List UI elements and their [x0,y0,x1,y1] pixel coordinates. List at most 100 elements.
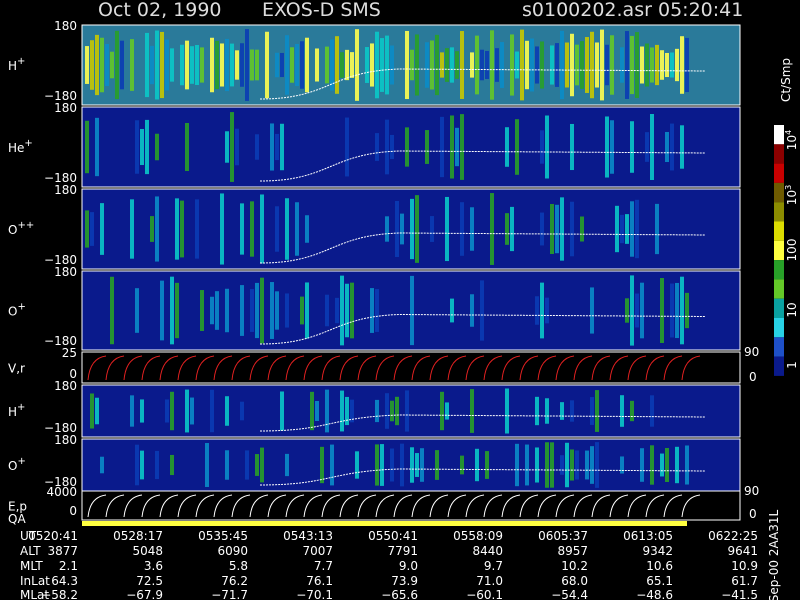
spectrum-stripe [490,30,494,100]
spectrum-stripe [410,275,414,346]
spectrum-stripe [605,116,609,178]
spectrum-stripe [95,117,99,177]
trace [375,494,395,518]
spectrum-stripe [535,396,539,426]
cell: 3.6 [144,559,163,573]
spectrum-stripe [470,389,474,433]
spectrum-stripe [220,193,224,265]
spectrum-stripe [515,51,519,79]
spectrum-stripe [185,122,189,172]
spectrum-stripe [670,283,674,338]
trace [483,494,503,518]
spectrum-stripe [650,114,654,180]
panel-label: E,p [8,500,27,514]
trace [681,355,701,381]
spectrum-stripe [150,45,154,85]
trace [213,355,233,381]
spectrum-stripe [410,49,414,81]
spectrum-stripe [145,32,149,98]
spectrum-stripe [145,119,149,175]
axis-bottom: −180 [44,89,77,103]
panel-label-sup: + [17,402,25,413]
cell: 2.1 [59,559,78,573]
spectrum-stripe [675,446,679,484]
spectrum-stripe [340,390,344,432]
cell: −58.2 [41,588,78,600]
trace [303,355,323,381]
spectrum-stripe [135,120,139,174]
panel-label: H+ [8,56,25,73]
trace [555,355,575,381]
colorbar-swatch [774,337,784,357]
spectrum-stripe [540,130,544,164]
spectrum-stripe [570,449,574,481]
spectrum-stripe [350,282,354,339]
trace [259,150,706,182]
colorbar-exp: 4 [784,130,793,135]
spectrum-stripe [100,456,104,474]
trace [573,494,593,518]
spectrum-stripe [460,114,464,180]
colorbar-label: 1 [785,361,799,369]
spectrum-stripe [95,397,99,425]
spectrum-stripe [240,203,244,255]
cell: 0543:13 [283,529,333,543]
trace [609,494,629,518]
spectrum-stripe [345,396,349,426]
spectrum-stripe [305,37,309,93]
trace [627,494,647,518]
trace [159,355,179,381]
spectrum-stripe [255,282,259,339]
spectrum-stripe [185,40,189,90]
spectrum-stripe [85,120,89,174]
row-label: ALT [20,544,41,558]
spectrum-stripe [170,276,174,345]
trace [429,355,449,381]
cell: 9.0 [399,559,418,573]
spectrum-stripe [210,37,214,93]
spectrum-stripe [160,280,164,341]
spectrum-stripe [575,44,579,86]
spectrum-stripe [620,456,624,474]
spectrum-stripe [450,298,454,323]
spectrum-stripe [540,212,544,246]
spectrum-stripe [325,294,329,327]
spectrum-stripe [150,216,154,242]
spectrum-stripe [460,455,464,475]
spectrum-stripe [510,206,514,252]
spectrum-stripe [270,282,274,339]
colorbar-label: 10 [785,302,799,317]
spectrum-stripe [300,41,304,89]
trace [411,494,431,518]
spectrum-stripe [225,450,229,480]
panel [81,384,741,438]
spectrum-stripe [250,201,254,257]
spectrum-stripe [600,29,604,101]
cell: 76.1 [306,574,333,588]
spectrum-stripe [305,215,309,243]
trace [411,355,431,381]
spectrum-stripe [560,197,564,261]
trace [249,355,269,381]
spectrum-stripe [505,213,509,245]
spectrum-stripe [665,131,669,163]
trace [537,355,557,381]
spectrum-stripe [625,214,629,244]
trace [447,355,467,381]
spectrum-stripe [540,41,544,89]
spectrum-stripe [405,30,409,100]
spectrum-stripe [550,442,554,488]
trace [573,355,593,381]
cell: 76.2 [221,574,248,588]
spectrum-stripe [115,30,119,100]
trace [483,355,503,381]
panel-label: He+ [8,138,33,155]
spectrum-stripe [165,399,169,423]
spectrum-stripe [170,454,174,476]
cell: 7007 [302,544,333,558]
spectrum-stripe [155,30,159,100]
spectrum-stripe [550,204,554,254]
cell: 68.0 [561,574,588,588]
spectrum-stripe [570,201,574,257]
cell: 3877 [47,544,78,558]
